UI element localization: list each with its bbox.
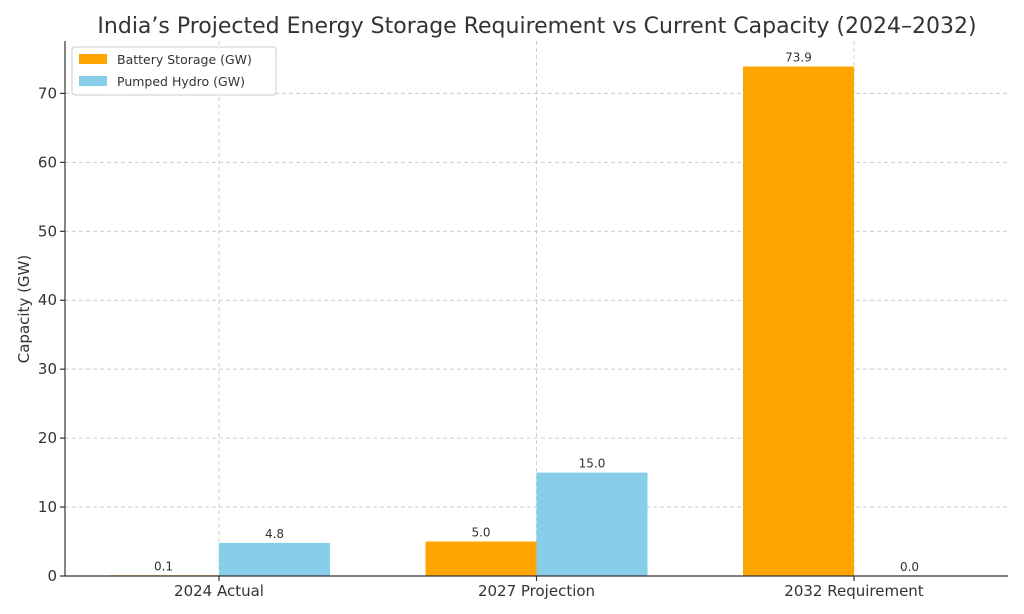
- y-tick-label: 70: [38, 84, 57, 102]
- x-tick-label: 2027 Projection: [478, 582, 595, 600]
- bar-pumped-hydro: [536, 472, 648, 576]
- axes: 0 10 20 30 40 50 60 70 2024 Actual 2027 Projectio…: [38, 41, 1008, 600]
- data-label-battery: 73.9: [785, 51, 812, 65]
- data-label-pumped-hydro: 15.0: [579, 457, 606, 471]
- data-label-battery: 5.0: [471, 526, 490, 540]
- legend-label-battery: Battery Storage (GW): [117, 52, 252, 67]
- y-tick-label: 60: [38, 153, 57, 171]
- y-tick-label: 10: [38, 498, 57, 516]
- legend: Battery Storage (GW) Pumped Hydro (GW): [71, 46, 277, 96]
- data-labels: 0.1 5.0 73.9 4.8 15.0 0.0: [154, 51, 919, 574]
- y-tick-label: 50: [38, 222, 57, 240]
- legend-label-pumped-hydro: Pumped Hydro (GW): [117, 74, 245, 89]
- y-tick-label: 0: [47, 567, 57, 585]
- legend-box: [71, 46, 277, 96]
- y-tick-label: 20: [38, 429, 57, 447]
- legend-swatch-battery: [79, 54, 107, 64]
- x-tick-label: 2024 Actual: [174, 582, 264, 600]
- y-axis-label: Capacity (GW): [15, 255, 33, 363]
- chart-title: India’s Projected Energy Storage Require…: [97, 14, 976, 39]
- data-label-battery: 0.1: [154, 559, 173, 573]
- bar-pumped-hydro: [219, 542, 330, 576]
- bar-battery: [743, 66, 854, 576]
- bars: [108, 66, 854, 576]
- data-label-pumped-hydro: 0.0: [900, 560, 919, 574]
- y-tick-label: 30: [38, 360, 57, 378]
- x-tick-label: 2032 Requirement: [784, 582, 924, 600]
- bar-battery: [425, 541, 537, 576]
- y-tick-label: 40: [38, 291, 57, 309]
- legend-swatch-pumped-hydro: [79, 76, 107, 86]
- data-label-pumped-hydro: 4.8: [265, 527, 284, 541]
